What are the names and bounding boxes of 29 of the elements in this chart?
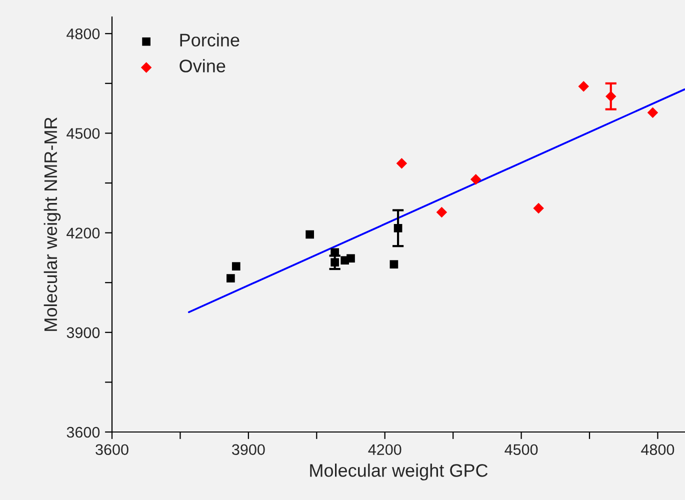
y-tick-label: 3900 <box>66 327 100 338</box>
x-tick-label: 4200 <box>368 444 402 456</box>
point <box>390 260 398 269</box>
point <box>306 230 314 239</box>
point <box>396 158 408 169</box>
x-axis-title: Molecular weight GPC <box>310 464 488 480</box>
point <box>330 248 339 257</box>
x-tick-label: 3900 <box>232 444 265 456</box>
point <box>605 90 616 102</box>
legend-label: Ovine <box>180 59 226 72</box>
point <box>533 202 544 214</box>
point <box>226 274 235 282</box>
x-tick-label: 4500 <box>504 444 538 456</box>
y-axis-title: Molecular weight NMR-MR <box>44 117 61 331</box>
point <box>232 262 240 270</box>
x-tick-label: 4800 <box>641 444 674 456</box>
y-tick-label: 4200 <box>66 228 100 238</box>
point <box>578 81 589 92</box>
point <box>394 224 402 232</box>
point <box>470 174 482 185</box>
point <box>647 107 658 118</box>
point <box>436 206 448 218</box>
point <box>330 258 339 267</box>
y-tick-label: 4500 <box>66 128 100 139</box>
x-tick-label: 3600 <box>96 444 128 456</box>
y-tick-label: 3600 <box>66 426 100 438</box>
legend-label: Porcine <box>180 33 240 47</box>
y-tick-label: 4800 <box>66 28 100 40</box>
point <box>346 254 355 263</box>
